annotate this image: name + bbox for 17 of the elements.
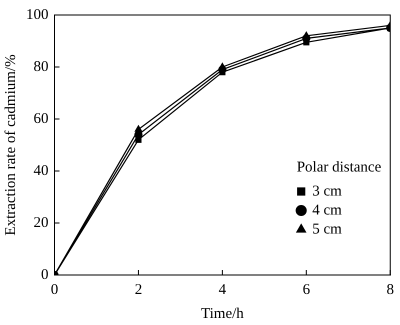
legend-label: 5 cm [312,221,342,238]
y-axis-title: Extraction rate of cadmium/% [2,54,19,236]
y-tick-label: 40 [34,162,48,179]
y-tick-label: 0 [41,266,48,283]
legend-label: 4 cm [312,202,342,218]
x-tick-label: 8 [386,282,394,298]
y-tick-label: 20 [34,214,48,231]
x-tick-label: 2 [134,282,142,298]
y-tick-label: 100 [26,6,48,23]
y-tick-label: 60 [34,110,48,127]
legend-title: Polar distance [296,159,382,176]
x-tick-label: 0 [50,282,58,298]
legend-label: 3 cm [312,183,342,200]
y-tick-label: 80 [34,58,48,75]
x-tick-label: 4 [218,282,227,298]
x-axis-title: Time/h [200,306,244,322]
x-tick-label: 6 [302,282,311,298]
